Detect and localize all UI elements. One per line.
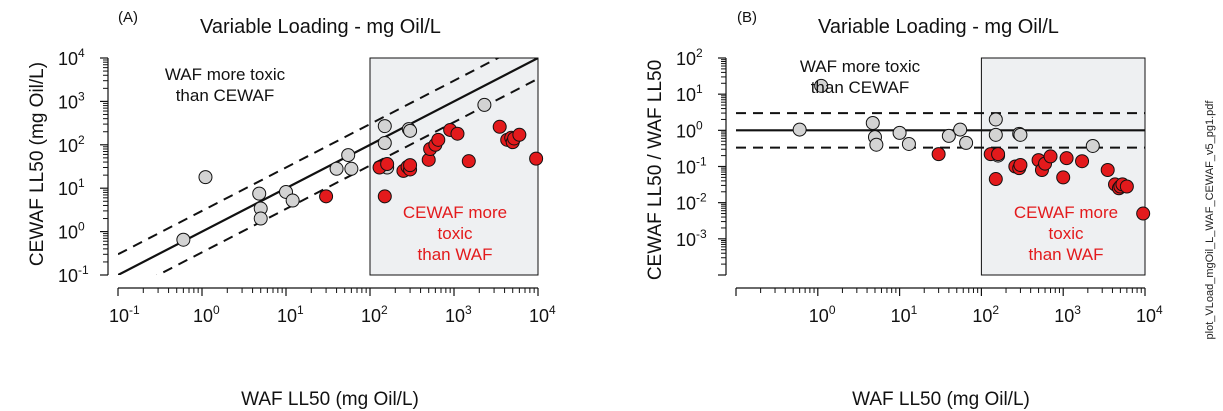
- panel-b-x-tick-label: 102: [972, 303, 999, 326]
- panel-b-waf-more-toxic-annotation: WAF more toxic than CEWAF: [800, 57, 921, 97]
- panel-b-y-tick-label: 101: [676, 82, 703, 105]
- panel-a-waf-more-toxic-annotation: WAF more toxic than CEWAF: [165, 65, 286, 105]
- panel-a-y-tick-label: 101: [58, 176, 85, 199]
- panel-a-x-tick-label: 102: [361, 303, 388, 326]
- panel-b-red-point: [1075, 154, 1090, 169]
- panel-a-gray-point: [176, 232, 191, 247]
- panel-b-plot-area: 100 101 102 103 104 10-3 10-2 10-1 100 101 102 WAF …: [676, 46, 1163, 326]
- panel-a-gray-point: [285, 193, 300, 208]
- panel-b-red-point: [1119, 179, 1134, 194]
- panel-b-red-point: [988, 172, 1003, 187]
- panel-b-gray-point: [869, 137, 884, 152]
- panel-a-reference-line-2: [155, 77, 538, 275]
- panel-b-red-point: [991, 147, 1006, 162]
- panel-b-y-tick-label: 102: [676, 46, 703, 69]
- panel-b-red-point: [1056, 170, 1071, 185]
- panel-b-y-tick-label: 10-3: [676, 227, 707, 250]
- panel-b-gray-point: [792, 122, 807, 137]
- panel-a-gray-point: [403, 123, 418, 138]
- panel-a-red-point: [431, 132, 446, 147]
- panel-b-x-tick-label: 103: [1054, 303, 1081, 326]
- panel-b-red-point: [1013, 158, 1028, 173]
- panel-a-gray-point: [253, 211, 268, 226]
- panel-a-x-tick-label: 103: [445, 303, 472, 326]
- panel-b-x-tick-label: 104: [1136, 303, 1163, 326]
- panel-a-gray-point: [377, 136, 392, 151]
- panel-a-reference-line-1: [118, 58, 501, 256]
- panel-a-y-tick-label: 103: [58, 89, 85, 112]
- panel-a-y-tick-label: 100: [58, 220, 85, 243]
- panel-a-ylabel: CEWAF LL50 (mg Oil/L): [27, 62, 48, 266]
- panel-a-red-point: [529, 151, 544, 166]
- panel-b-cewaf-more-toxic-annotation: CEWAF more toxic than WAF: [1014, 203, 1118, 264]
- panel-a-red-point: [450, 126, 465, 141]
- panel-b-title: Variable Loading - mg Oil/L: [818, 16, 1059, 38]
- panel-a-y-tick-label: 102: [58, 133, 85, 156]
- panel-a-gray-point: [477, 97, 492, 112]
- panel-b-red-point: [1043, 149, 1058, 164]
- panel-a-gray-point: [198, 170, 213, 185]
- panel-a-red-point: [461, 154, 476, 169]
- panel-a-red-point: [492, 119, 507, 134]
- panel-b-red-point: [1059, 151, 1074, 166]
- panel-a-red-point: [380, 157, 395, 172]
- panel-a-title: Variable Loading - mg Oil/L: [200, 16, 441, 38]
- panel-a-gray-point: [341, 148, 356, 163]
- panel-b-gray-point: [988, 112, 1003, 127]
- panel-b-y-tick-label: 10-2: [676, 191, 707, 214]
- panel-a-cewaf-more-toxic-annotation: CEWAF more toxic than WAF: [403, 203, 507, 264]
- panel-a-label: (A): [118, 9, 138, 26]
- panel-b-gray-point: [1085, 138, 1100, 153]
- panel-b-gray-point: [865, 115, 880, 130]
- panel-b-label: (B): [737, 9, 757, 26]
- panel-a-gray-point: [252, 186, 267, 201]
- panel-b-xlabel: WAF LL50 (mg Oil/L): [852, 389, 1030, 410]
- panel-b-gray-point: [901, 136, 916, 151]
- panel-b-red-point: [1136, 206, 1151, 221]
- panel-a-x-tick-label: 104: [529, 303, 556, 326]
- panel-a-red-point: [319, 189, 334, 204]
- panel-a-gray-point: [344, 161, 359, 176]
- panel-a-y-tick-label: 104: [58, 46, 85, 69]
- panel-b-gray-point: [959, 135, 974, 150]
- panel-b-ylabel: CEWAF LL50 / WAF LL50: [645, 60, 666, 280]
- panel-a-x-tick-label: 10-1: [109, 303, 140, 326]
- panel-b-gray-point: [953, 122, 968, 137]
- panel-b-red-point: [1100, 163, 1115, 178]
- panel-b-gray-point: [814, 78, 829, 93]
- panel-b-y-tick-label: 10-1: [676, 155, 707, 178]
- panel-a-y-tick-label: 10-1: [58, 263, 89, 286]
- panel-b-gray-point: [892, 125, 907, 140]
- panel-b-y-tick-label: 100: [676, 118, 703, 141]
- panel-a-shaded-region: [369, 57, 539, 276]
- panel-b-gray-point: [1013, 127, 1028, 142]
- panel-b-gray-point: [941, 128, 956, 143]
- panel-b-gray-point: [988, 127, 1003, 142]
- panel-a-gray-point: [329, 161, 344, 176]
- panel-a-red-point: [512, 127, 527, 142]
- panel-b-x-tick-label: 101: [891, 303, 918, 326]
- panel-a-x-tick-label: 100: [193, 303, 220, 326]
- panel-a-red-point: [377, 189, 392, 204]
- panel-a-plot-area: 10-1 100 101 102 103 104 10-1 100 101 102 103 104 WA…: [58, 46, 556, 326]
- panel-a-x-tick-label: 101: [277, 303, 304, 326]
- panel-a-red-point: [403, 158, 418, 173]
- panel-b-x-tick-label: 100: [809, 303, 836, 326]
- panel-b-red-point: [931, 147, 946, 162]
- panel-a-gray-point: [377, 119, 392, 134]
- figure-file-note: plot_VLoad_mgOil_L_WAF_CEWAF_v5_pg1.pdf: [1204, 100, 1216, 340]
- panel-a-xlabel: WAF LL50 (mg Oil/L): [241, 389, 419, 410]
